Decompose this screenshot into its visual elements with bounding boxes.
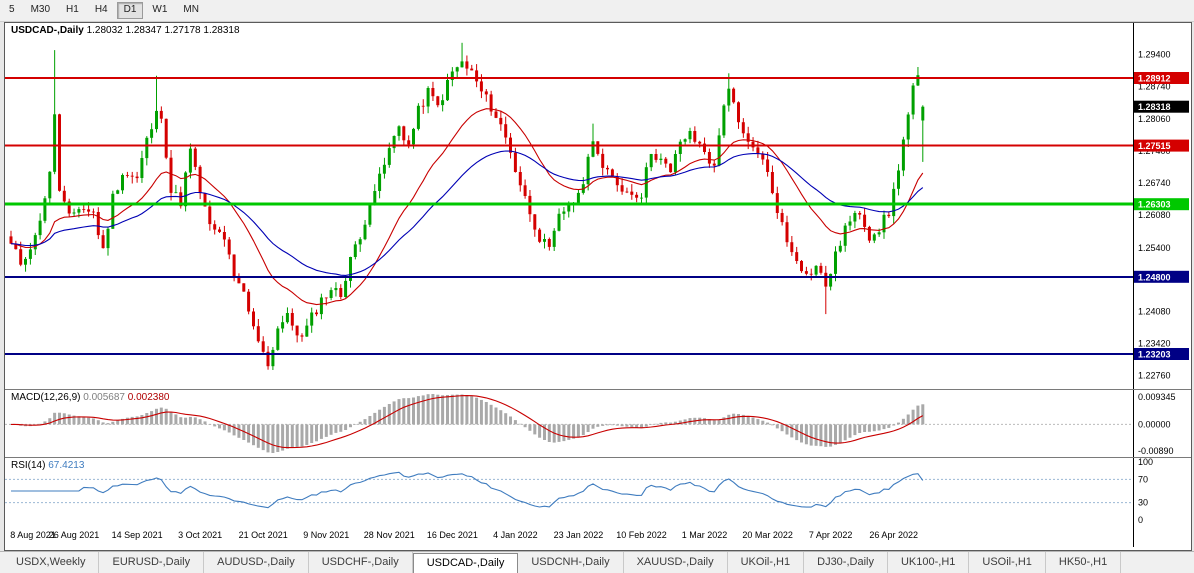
chart-tab-xauusd-daily[interactable]: XAUUSD-,Daily: [624, 552, 728, 573]
svg-text:1.28912: 1.28912: [1138, 74, 1171, 84]
rsi-pane[interactable]: 100 70 30 0 RSI(14) 67.4213: [5, 457, 1191, 525]
chart-tab-dj30-daily[interactable]: DJ30-,Daily: [804, 552, 888, 573]
time-axis[interactable]: 8 Aug 2021 26 Aug 2021 14 Sep 2021 3 Oct 20…: [5, 524, 1191, 547]
date-label: 23 Jan 2022: [554, 530, 604, 540]
chart-tab-usoil-h1[interactable]: USOil-,H1: [969, 552, 1046, 573]
chart-tab-usdx-weekly[interactable]: USDX,Weekly: [3, 552, 100, 573]
price-axis-label: 1.28060: [1138, 114, 1171, 124]
svg-text:1.27515: 1.27515: [1138, 141, 1171, 151]
svg-text:1.24800: 1.24800: [1138, 272, 1171, 282]
macd-pane[interactable]: 0.009345 0.00000 -0.00890 MACD(12,26,9) 0.…: [5, 389, 1191, 458]
period-button-m30[interactable]: M30: [30, 4, 51, 15]
rsi-axis-label: 100: [1138, 458, 1153, 467]
chart-tab-eurusd-daily[interactable]: EURUSD-,Daily: [99, 552, 205, 573]
chart-tab-ukoil-h1[interactable]: UKOil-,H1: [728, 552, 805, 573]
macd-axis-min: -0.00890: [1138, 446, 1174, 456]
rsi-axis-label: 0: [1138, 515, 1143, 525]
price-axis-label: 1.29400: [1138, 49, 1171, 59]
date-label: 16 Dec 2021: [427, 530, 478, 540]
chart-tab-usdchf-daily[interactable]: USDCHF-,Daily: [309, 552, 413, 573]
date-label: 26 Aug 2021: [49, 530, 100, 540]
date-label: 14 Sep 2021: [112, 530, 163, 540]
period-button-d1[interactable]: D1: [116, 2, 144, 19]
rsi-axis-label: 70: [1138, 474, 1148, 484]
date-label: 28 Nov 2021: [364, 530, 415, 540]
rsi-indicator-chart[interactable]: 100 70 30 0: [5, 458, 1191, 525]
price-axis-label: 1.22760: [1138, 370, 1171, 380]
date-label: 26 Apr 2022: [869, 530, 918, 540]
macd-axis-max: 0.009345: [1138, 392, 1176, 402]
price-axis-label: 1.23420: [1138, 339, 1171, 349]
price-axis-label: 1.26080: [1138, 210, 1171, 220]
period-button-5[interactable]: 5: [9, 4, 15, 15]
svg-text:1.23203: 1.23203: [1138, 350, 1171, 360]
macd-axis-zero: 0.00000: [1138, 419, 1171, 429]
date-label: 3 Oct 2021: [178, 530, 222, 540]
chart-window: 1.294001.287401.280601.274001.267401.260…: [4, 22, 1192, 551]
date-label: 21 Oct 2021: [239, 530, 288, 540]
chart-tabs-bar: USDX,Weekly EURUSD-,Daily AUDUSD-,Daily USD…: [0, 551, 1194, 573]
period-button-h1[interactable]: H1: [66, 4, 79, 15]
chart-tab-usdcnh-daily[interactable]: USDCNH-,Daily: [518, 552, 624, 573]
price-tag: [1134, 139, 1189, 152]
chart-tab-audusd-daily[interactable]: AUDUSD-,Daily: [204, 552, 309, 573]
price-tag: [1134, 100, 1189, 113]
price-tag: [1134, 348, 1189, 360]
date-label: 1 Mar 2022: [682, 530, 728, 540]
price-tag: [1134, 198, 1189, 211]
chart-tab-uk100-h1[interactable]: UK100-,H1: [888, 552, 970, 573]
chart-tab-hk50-h1[interactable]: HK50-,H1: [1046, 552, 1122, 573]
price-axis-label: 1.28740: [1138, 81, 1171, 91]
date-label: 4 Jan 2022: [493, 530, 538, 540]
period-button-w1[interactable]: W1: [152, 4, 168, 15]
macd-indicator-chart[interactable]: 0.009345 0.00000 -0.00890: [5, 390, 1191, 458]
date-label: 20 Mar 2022: [742, 530, 793, 540]
price-tag: [1134, 270, 1189, 283]
date-label: 7 Apr 2022: [809, 530, 853, 540]
price-axis-label: 1.26740: [1138, 178, 1171, 188]
price-axis-label: 1.24080: [1138, 307, 1171, 317]
price-tag: [1134, 72, 1189, 84]
chart-tab-usdcad-daily[interactable]: USDCAD-,Daily: [412, 553, 519, 573]
rsi-axis-label: 30: [1138, 498, 1148, 508]
price-axis-label: 1.25400: [1138, 243, 1171, 253]
timeframe-toolbar: 5 M30 H1 H4 D1 W1 MN: [0, 0, 1194, 22]
date-label: 8 Aug 2021: [10, 530, 56, 540]
price-pane[interactable]: 1.294001.287401.280601.274001.267401.260…: [5, 23, 1191, 389]
svg-text:1.26303: 1.26303: [1138, 200, 1171, 210]
period-button-h4[interactable]: H4: [94, 4, 108, 15]
date-label: 10 Feb 2022: [616, 530, 667, 540]
date-label: 9 Nov 2021: [303, 530, 349, 540]
svg-text:1.28318: 1.28318: [1138, 102, 1171, 112]
candlestick-chart[interactable]: 1.294001.287401.280601.274001.267401.260…: [5, 23, 1191, 389]
period-button-mn[interactable]: MN: [183, 4, 199, 15]
